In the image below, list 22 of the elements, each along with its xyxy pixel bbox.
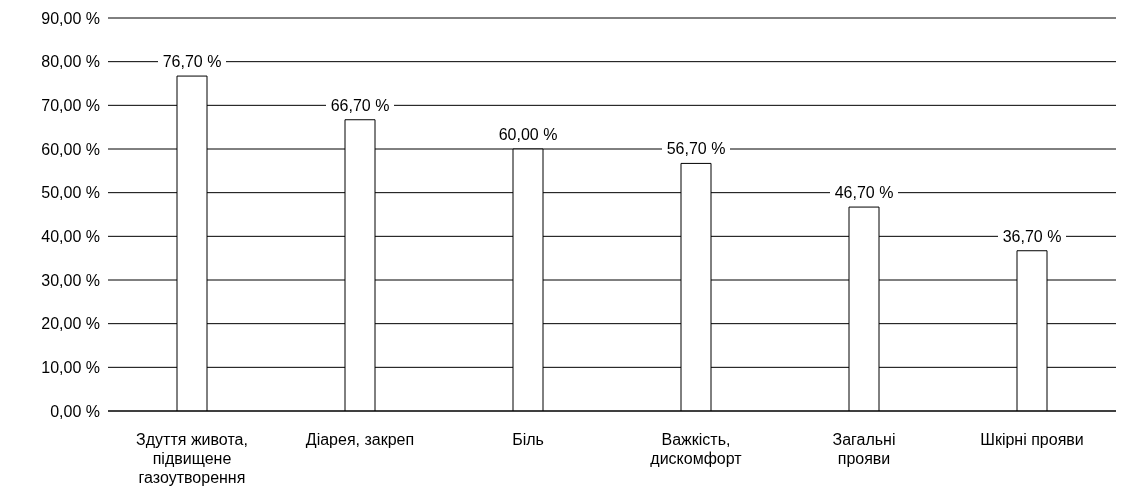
data-label: 76,70 % [162,53,222,71]
x-tick-label: Важкість, дискомфорт [650,431,743,467]
y-tick-label: 30,00 % [41,271,100,289]
y-tick-label: 80,00 % [41,53,100,71]
data-label: 46,70 % [834,184,894,202]
y-tick-label: 10,00 % [41,359,100,377]
data-label: 36,70 % [1002,227,1062,245]
y-tick-label: 40,00 % [41,228,100,246]
y-tick-label: 20,00 % [41,315,100,333]
x-tick-label: Шкірні прояви [980,431,1084,448]
y-tick-label: 50,00 % [41,184,100,202]
x-tick-label: Діарея, закреп [305,431,415,448]
data-label: 56,70 % [666,140,726,158]
y-tick-label: 90,00 % [41,9,100,27]
y-tick-label: 60,00 % [41,140,100,158]
y-tick-label: 0,00 % [50,402,100,420]
x-tick-label: Здуття живота, підвищене газоутворення [136,431,248,486]
y-tick-label: 70,00 % [41,97,100,115]
data-label: 60,00 % [498,126,558,143]
x-tick-label: Загальні прояви [832,431,896,467]
x-tick-label: Біль [512,431,544,448]
data-label: 66,70 % [330,96,390,114]
